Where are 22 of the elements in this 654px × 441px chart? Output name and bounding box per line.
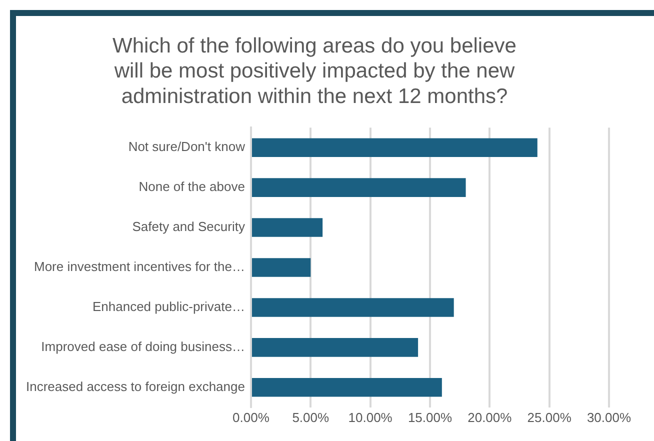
x-tick-label: 10.00%	[348, 410, 393, 425]
y-tick-label: Not sure/Don't know	[128, 139, 246, 154]
x-tick-label: 15.00%	[408, 410, 452, 425]
y-tick-label: Enhanced public-private…	[92, 299, 245, 314]
y-tick-label: Safety and Security	[132, 219, 246, 234]
y-tick-label: None of the above	[138, 179, 245, 194]
x-tick-label: 5.00%	[292, 410, 330, 425]
bar	[252, 338, 418, 357]
bar	[252, 258, 311, 277]
bar	[252, 178, 466, 197]
bar	[252, 298, 454, 317]
x-tick-label: 0.00%	[232, 410, 270, 425]
y-tick-label: Improved ease of doing business…	[41, 339, 245, 354]
x-tick-label: 25.00%	[527, 410, 572, 425]
bar	[252, 378, 442, 397]
y-tick-label: More investment incentives for the…	[34, 259, 245, 274]
chart-title: Which of the following areas do you believe will be most positively impacted by the new administration within the next 12 months?	[112, 34, 516, 108]
y-tick-label: Increased access to foreign exchange	[26, 378, 245, 394]
x-tick-label: 20.00%	[468, 410, 512, 425]
bar	[252, 218, 323, 237]
bar	[252, 138, 538, 157]
x-tick-label: 30.00%	[586, 410, 632, 425]
